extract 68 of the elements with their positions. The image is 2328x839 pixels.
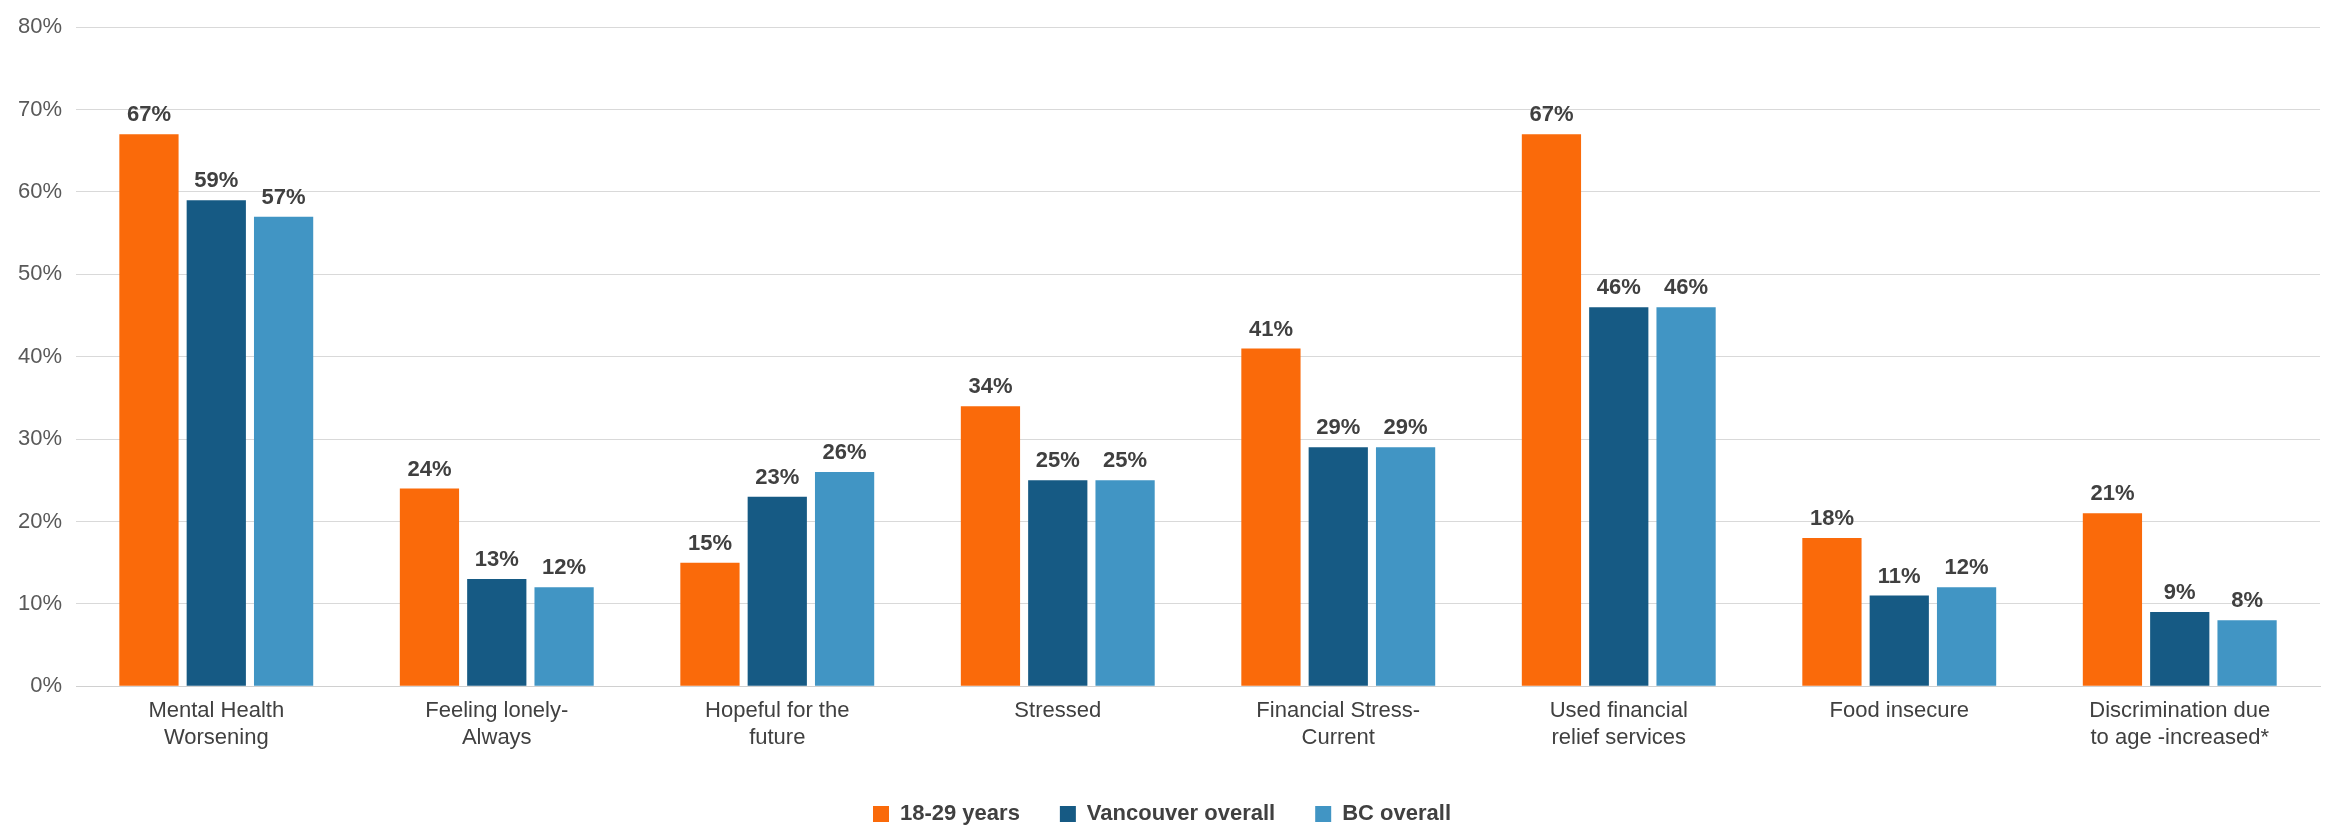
data-label: 9% [2163,579,2196,605]
y-tick-label: 10% [17,589,63,615]
data-label: 12% [1944,554,1989,580]
legend-label: Vancouver overall [1086,800,1276,826]
bar [2082,513,2143,686]
y-tick-label: 20% [17,507,63,533]
data-label: 29% [1383,414,1428,440]
bar [680,562,740,686]
data-label: 8% [2231,587,2263,613]
y-tick-label: 50% [17,260,63,286]
bar [119,134,179,686]
y-tick-label: 30% [17,425,63,451]
data-label: 13% [474,546,519,572]
data-label: 67% [126,101,171,127]
data-label: 29% [1316,414,1361,440]
bar [1589,307,1649,686]
y-tick-label: 40% [17,342,63,368]
y-tick-label: 60% [17,178,63,204]
bar [1375,447,1436,686]
data-label: 34% [968,373,1013,399]
data-label: 59% [194,167,239,193]
bar [534,587,594,686]
bar [1241,348,1301,686]
bar [253,216,314,686]
bar [1095,480,1155,686]
data-label: 26% [822,439,867,465]
data-label: 46% [1596,274,1641,300]
bar [1308,447,1368,686]
data-label: 25% [1035,447,1080,473]
data-label: 21% [2090,480,2135,506]
data-label: 57% [261,183,306,209]
bar [1028,480,1088,686]
data-label: 46% [1664,274,1709,300]
data-label: 12% [542,554,587,580]
x-tick-label: Food insecure [1829,697,1969,723]
x-tick-label: Used financial relief services [1549,697,1688,749]
bar [960,406,1021,686]
bar [814,472,875,686]
y-tick-label: 70% [17,95,63,121]
data-label: 67% [1529,101,1574,127]
data-label: 24% [407,455,452,481]
data-label: 23% [755,463,800,489]
x-tick-label: Financial Stress-Current [1256,697,1421,749]
x-tick-label: Stressed [1014,697,1102,723]
legend-label: BC overall [1342,800,1452,826]
bar [2217,620,2277,686]
bar [399,488,460,686]
x-tick-label: Hopeful for the future [705,697,850,749]
bar [2150,612,2210,686]
bar [467,579,527,686]
x-tick-label: Mental Health Worsening [148,697,285,749]
y-tick-label: 0% [30,672,63,698]
bar [1936,587,1997,686]
bar [1521,134,1582,686]
data-label: 25% [1103,447,1148,473]
data-label: 11% [1877,562,1921,588]
x-tick-label: Feeling lonely-Always [425,697,569,749]
data-label: 15% [687,529,732,555]
legend-label: 18-29 years [899,800,1020,826]
bar [747,496,807,686]
y-tick-label: 80% [17,13,63,39]
data-label: 18% [1809,504,1854,530]
data-label: 41% [1248,315,1293,341]
x-tick-label: Discrimination due to age -increased* [2089,697,2271,749]
bar [1656,307,1716,686]
bar [1802,537,1862,686]
bar [1869,595,1929,686]
bar [186,200,246,686]
